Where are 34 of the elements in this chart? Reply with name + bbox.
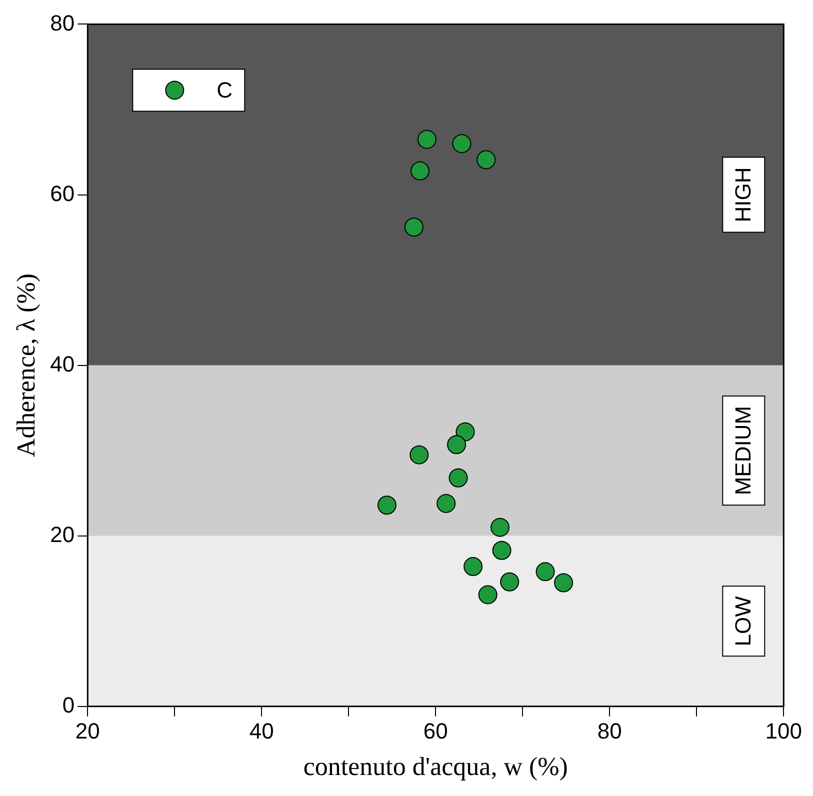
x-tick-label: 20 [75, 718, 100, 744]
point [410, 445, 429, 464]
legend-label: C [216, 77, 233, 102]
x-tick-label: 100 [765, 718, 802, 744]
y-tick-label: 0 [62, 692, 75, 718]
point [404, 218, 424, 237]
point [410, 161, 430, 180]
point [464, 557, 483, 576]
y-axis-title: Adherence, λ (%) [11, 273, 40, 458]
x-tick-label: 80 [597, 718, 622, 744]
y-tick-label: 60 [50, 180, 75, 206]
point [478, 585, 498, 604]
x-tick-label: 40 [249, 718, 274, 744]
point [476, 150, 496, 170]
point [377, 496, 396, 515]
band-label: MEDIUM [730, 406, 756, 496]
y-tick-label: 40 [50, 351, 75, 376]
x-axis-title: contenuto d'acqua, w (%) [303, 752, 568, 782]
y-tick-label: 20 [50, 522, 75, 547]
point [417, 130, 436, 149]
point [447, 435, 466, 454]
x-tick-label: 60 [423, 718, 448, 744]
point [490, 518, 510, 537]
band-label: HIGH [730, 167, 756, 222]
point [536, 562, 555, 582]
band-label: LOW [730, 596, 756, 646]
point [456, 422, 475, 442]
point [500, 572, 520, 592]
point [554, 573, 574, 592]
point [452, 134, 472, 154]
point [448, 468, 468, 488]
y-tick-label: 80 [50, 10, 75, 36]
point [436, 494, 456, 513]
point [492, 540, 512, 560]
